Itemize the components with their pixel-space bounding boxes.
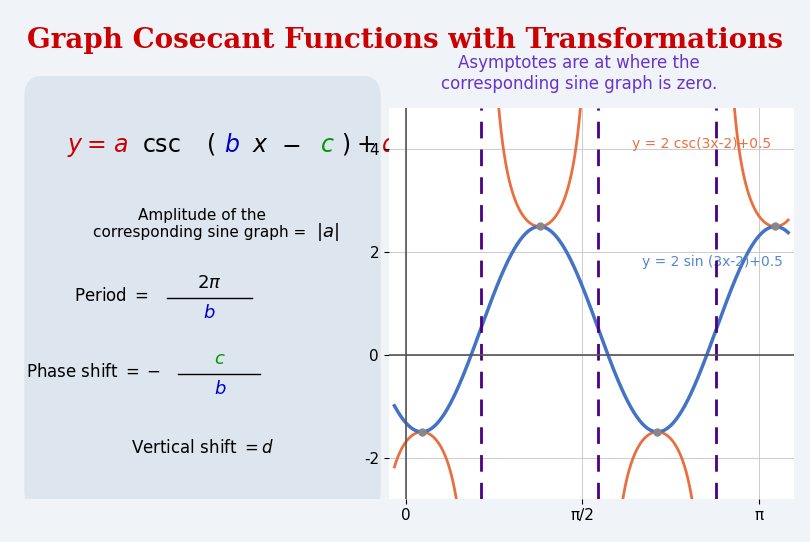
Text: Phase shift $= -$: Phase shift $= -$ <box>26 363 160 381</box>
Text: $)$: $)$ <box>342 132 351 158</box>
Text: Period $= $: Period $= $ <box>74 287 149 305</box>
Text: $x$: $x$ <box>253 133 269 157</box>
Text: $c$: $c$ <box>215 350 226 368</box>
Text: $ - $: $ - $ <box>281 133 301 157</box>
Text: $b$: $b$ <box>224 133 240 157</box>
Text: $y = $: $y = $ <box>67 135 105 159</box>
FancyBboxPatch shape <box>24 76 381 511</box>
Text: $\mathrm{csc}$: $\mathrm{csc}$ <box>142 133 181 157</box>
Text: $($: $($ <box>206 132 215 158</box>
Text: $ + $: $ + $ <box>356 133 375 157</box>
Text: y = 2 csc(3x-2)+0.5: y = 2 csc(3x-2)+0.5 <box>632 137 771 151</box>
Text: $|a|$: $|a|$ <box>316 221 339 243</box>
Text: $b$: $b$ <box>203 304 216 321</box>
Text: $a$: $a$ <box>113 133 128 157</box>
Text: $b$: $b$ <box>214 380 227 398</box>
Text: $2\pi$: $2\pi$ <box>198 274 222 292</box>
Text: Vertical shift $= d$: Vertical shift $= d$ <box>131 439 274 457</box>
Text: $d$: $d$ <box>381 133 398 157</box>
Text: y = 2 sin (3x-2)+0.5: y = 2 sin (3x-2)+0.5 <box>642 255 782 269</box>
Text: Amplitude of the
corresponding sine graph =: Amplitude of the corresponding sine grap… <box>93 208 312 240</box>
Text: $c$: $c$ <box>320 133 335 157</box>
Text: Asymptotes are at where the
corresponding sine graph is zero.: Asymptotes are at where the correspondin… <box>441 54 718 93</box>
Text: Graph Cosecant Functions with Transformations: Graph Cosecant Functions with Transforma… <box>27 27 783 54</box>
